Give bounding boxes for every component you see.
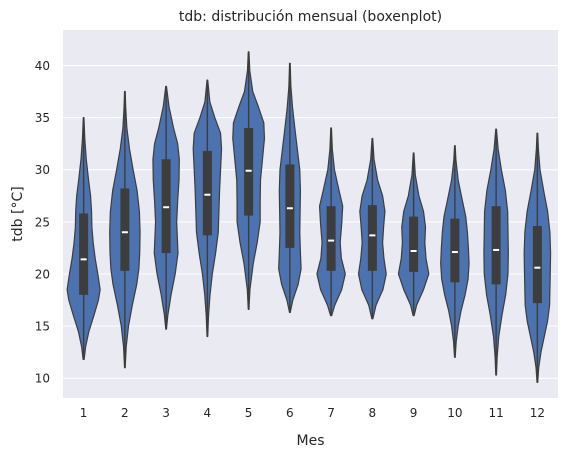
x-tick-label: 8 [369,406,377,420]
violin-iqr-box [120,188,130,271]
y-tick-label: 35 [35,111,50,125]
violins-group [66,51,552,383]
violin-iqr-box [79,213,89,295]
x-tick-label: 6 [286,406,294,420]
x-tick-label: 4 [204,406,212,420]
y-tick-label: 25 [35,215,50,229]
y-tick-labels: 10 15 20 25 30 35 40 [35,59,50,386]
violin-iqr-box [326,206,336,271]
x-axis-label: Mes [297,433,325,449]
x-tick-label: 9 [410,406,418,420]
violin-iqr-box [202,150,212,236]
violin-iqr-box [491,206,501,285]
violin-iqr-box [161,159,171,254]
x-tick-label: 11 [488,406,503,420]
x-tick-label: 12 [530,406,545,420]
x-tick-label: 2 [121,406,129,420]
violin-iqr-box [285,164,295,248]
x-tick-label: 5 [245,406,253,420]
violin-iqr-box [450,218,460,283]
y-tick-label: 30 [35,163,50,177]
y-tick-label: 15 [35,320,50,334]
violin-iqr-box [367,205,377,271]
y-axis-label: tdb [°C] [10,186,26,241]
violin-iqr-box [532,225,542,304]
x-tick-label: 3 [162,406,170,420]
x-tick-label: 10 [447,406,462,420]
x-tick-label: 1 [80,406,88,420]
x-tick-labels: 1 2 3 4 5 6 7 8 9 10 11 12 [80,406,545,420]
violin-iqr-box [244,127,254,216]
chart-title: tdb: distribución mensual (boxenplot) [179,9,442,25]
violin-iqr-box [409,216,419,272]
y-tick-label: 40 [35,59,50,73]
grid-lines [63,64,558,379]
y-tick-label: 10 [35,372,50,386]
y-tick-label: 20 [35,267,50,281]
x-tick-label: 7 [327,406,335,420]
plot-background [63,30,558,398]
